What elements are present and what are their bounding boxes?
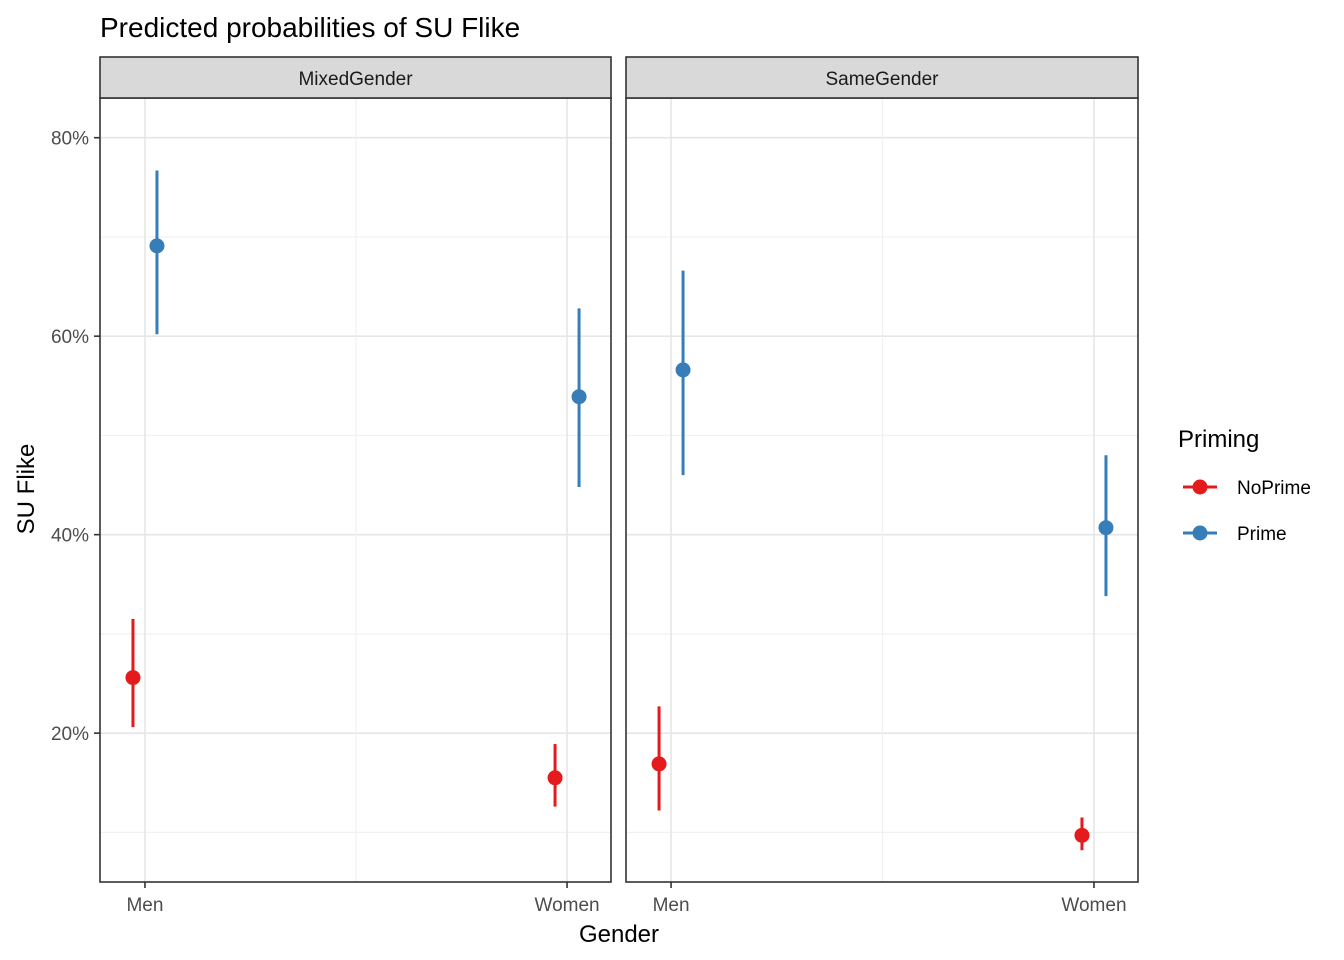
y-tick-label: 20% xyxy=(51,724,89,745)
data-marks xyxy=(125,170,1114,851)
data-point xyxy=(1074,827,1090,843)
y-tick-label: 80% xyxy=(51,129,89,150)
x-tick-label: Women xyxy=(534,895,599,916)
legend-title: Priming xyxy=(1178,426,1259,453)
data-point xyxy=(125,670,141,686)
panel-frames: MixedGender SameGender xyxy=(99,56,1139,883)
legend-key-point xyxy=(1192,479,1208,495)
axes: Men Women Men Women 20% 40% 60% 80% xyxy=(51,129,1127,916)
data-point xyxy=(1098,520,1114,536)
data-point xyxy=(571,389,587,405)
data-point xyxy=(547,770,563,786)
legend-entry-label: Prime xyxy=(1237,524,1287,545)
facet-strip xyxy=(99,56,612,99)
legend: Priming NoPrime Prime xyxy=(1178,426,1311,545)
legend-key-point xyxy=(1192,525,1208,541)
data-point xyxy=(651,756,667,772)
legend-entry-label: NoPrime xyxy=(1237,478,1311,499)
y-tick-label: 40% xyxy=(51,526,89,547)
x-tick-label: Women xyxy=(1061,895,1126,916)
y-tick-label: 60% xyxy=(51,327,89,348)
y-axis-label: SU Flike xyxy=(13,444,40,535)
grid-layer xyxy=(100,98,1138,882)
data-point xyxy=(675,362,691,378)
x-tick-label: Men xyxy=(653,895,690,916)
facet-strip xyxy=(625,56,1139,99)
x-axis-label: Gender xyxy=(579,921,659,948)
x-tick-label: Men xyxy=(126,895,163,916)
facet-label: SameGender xyxy=(825,69,939,90)
facet-label: MixedGender xyxy=(298,69,413,90)
data-point xyxy=(149,238,165,254)
chart-title: Predicted probabilities of SU Flike xyxy=(100,12,520,43)
